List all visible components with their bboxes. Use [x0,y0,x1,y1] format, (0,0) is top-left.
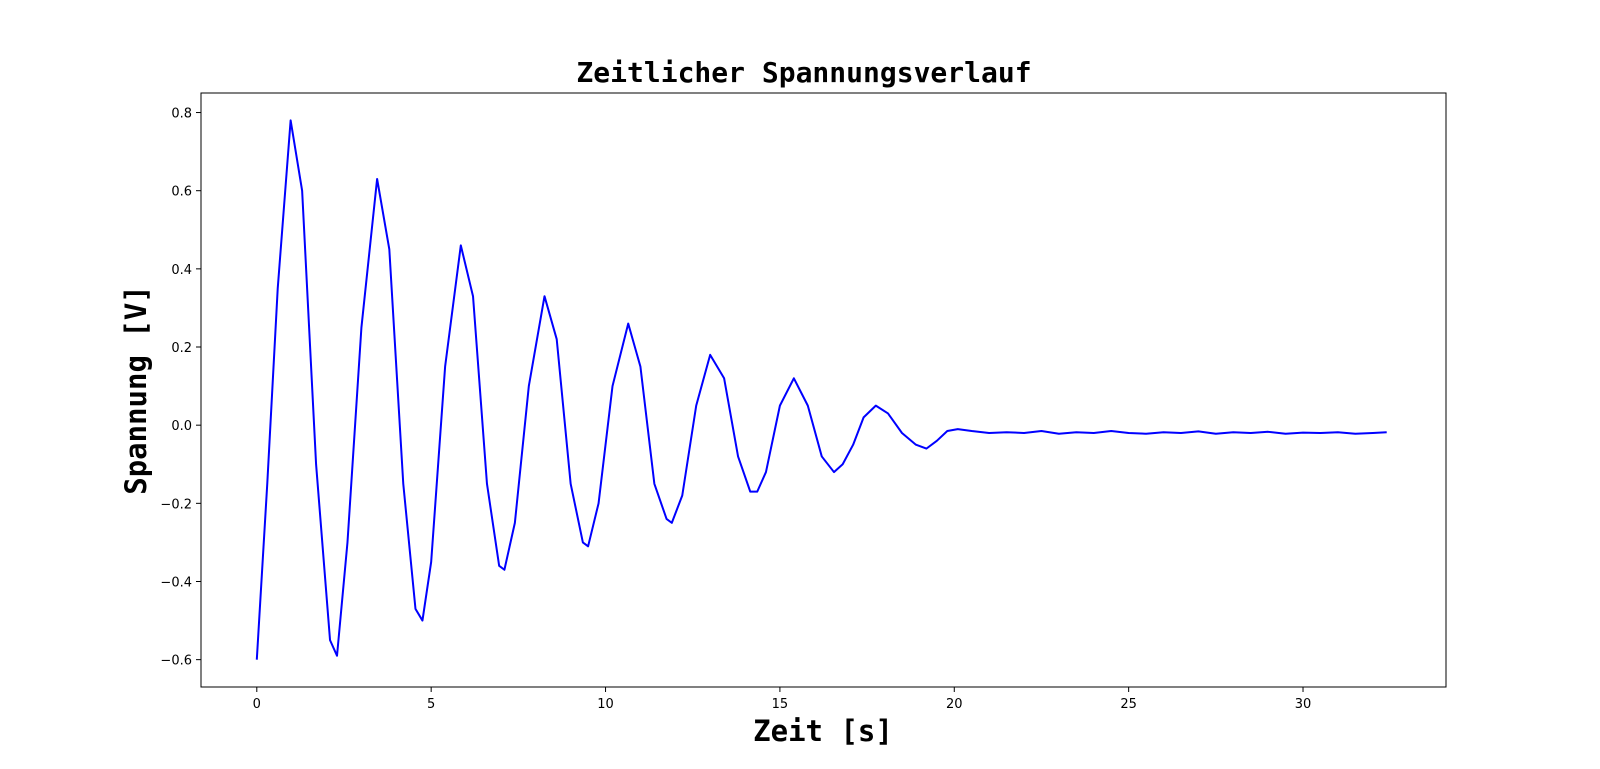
y-tick-label: 0.6 [171,185,192,200]
x-tick-label: 0 [253,697,261,712]
y-tick-label: 0.2 [171,341,192,356]
x-tick-label: 20 [946,697,963,712]
x-tick-label: 5 [427,697,435,712]
x-tick-label: 30 [1295,697,1312,712]
y-tick-label: −0.4 [160,575,192,590]
plot-area-frame [200,92,1447,688]
x-tick-label: 10 [597,697,614,712]
series-line-voltage [255,119,1387,660]
y-tick-label: −0.6 [160,654,192,669]
x-tick-label: 15 [772,697,789,712]
y-tick-label: 0.0 [171,419,192,434]
y-tick-label: 0.8 [171,107,192,122]
x-tick-label: 25 [1120,697,1137,712]
chart-title: Zeitlicher Spannungsverlauf [576,56,1031,89]
y-tick-label: −0.2 [160,497,192,512]
y-axis-label: Spannung [V] [119,285,153,495]
x-axis: 0 5 10 15 20 25 30 [253,687,1312,712]
y-axis: −0.6 −0.4 −0.2 0.0 0.2 0.4 0.6 0.8 [160,107,201,669]
y-tick-label: 0.4 [171,263,192,278]
x-axis-label: Zeit [s] [753,714,893,748]
